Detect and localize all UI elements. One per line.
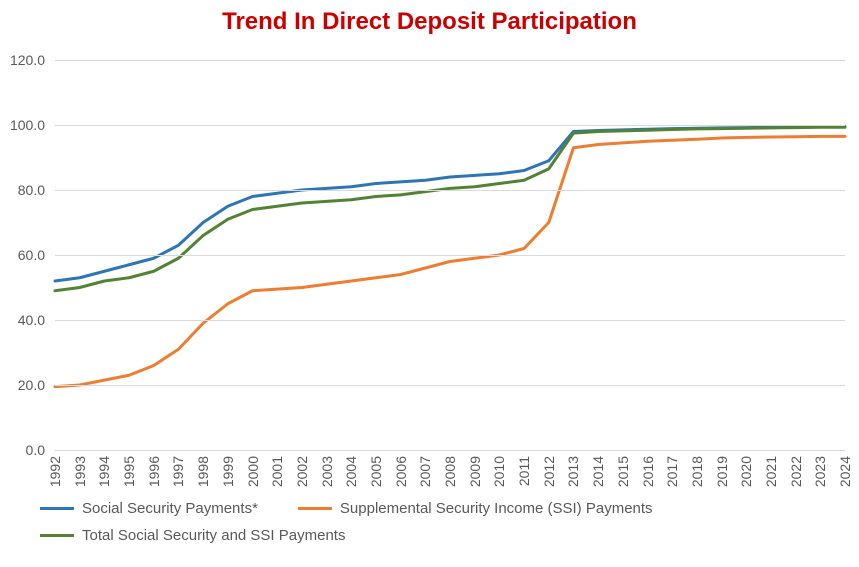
x-tick-label: 2024 <box>837 456 853 487</box>
gridline <box>55 60 845 61</box>
direct-deposit-participation-chart: Trend In Direct Deposit Participation 0.… <box>0 0 859 567</box>
series-line <box>55 127 845 290</box>
x-tick-label: 2005 <box>368 456 384 487</box>
x-tick-label: 1996 <box>146 456 162 487</box>
x-tick-label: 2008 <box>442 456 458 487</box>
x-tick-label: 2019 <box>714 456 730 487</box>
plot-area: 0.020.040.060.080.0100.0120.019921993199… <box>55 60 845 450</box>
x-tick-label: 2004 <box>343 456 359 487</box>
legend-swatch <box>40 507 74 510</box>
x-tick-label: 1995 <box>121 456 137 487</box>
legend-swatch <box>40 534 74 537</box>
gridline <box>55 385 845 386</box>
x-tick-label: 2017 <box>664 456 680 487</box>
legend-row: Social Security Payments* Supplemental Se… <box>40 500 839 554</box>
legend-item: Total Social Security and SSI Payments <box>40 527 345 544</box>
legend-item: Supplemental Security Income (SSI) Payme… <box>298 500 653 517</box>
gridline <box>55 255 845 256</box>
y-tick-label: 20.0 <box>18 377 45 393</box>
x-tick-label: 2014 <box>590 456 606 487</box>
x-tick-label: 2000 <box>245 456 261 487</box>
legend-label: Supplemental Security Income (SSI) Payme… <box>340 500 653 517</box>
gridline <box>55 190 845 191</box>
legend-label: Total Social Security and SSI Payments <box>82 527 345 544</box>
legend-swatch <box>298 507 332 510</box>
x-tick-label: 1998 <box>195 456 211 487</box>
x-tick-label: 2018 <box>689 456 705 487</box>
y-tick-label: 80.0 <box>18 182 45 198</box>
x-tick-label: 2011 <box>516 456 532 486</box>
gridline <box>55 450 845 451</box>
x-tick-label: 1993 <box>72 456 88 487</box>
x-tick-label: 1994 <box>96 456 112 487</box>
x-tick-label: 2006 <box>393 456 409 487</box>
chart-title: Trend In Direct Deposit Participation <box>0 8 859 36</box>
y-tick-label: 60.0 <box>18 247 45 263</box>
x-tick-label: 2023 <box>812 456 828 487</box>
legend-item: Social Security Payments* <box>40 500 258 517</box>
x-tick-label: 1997 <box>170 456 186 487</box>
x-tick-label: 2021 <box>763 456 779 487</box>
x-tick-label: 2012 <box>541 456 557 487</box>
x-tick-label: 2001 <box>269 456 285 487</box>
x-tick-label: 2003 <box>319 456 335 487</box>
chart-legend: Social Security Payments* Supplemental Se… <box>40 500 839 554</box>
x-tick-label: 2016 <box>640 456 656 487</box>
x-tick-label: 1992 <box>47 456 63 487</box>
y-tick-label: 120.0 <box>10 52 45 68</box>
x-tick-label: 2009 <box>467 456 483 487</box>
gridline <box>55 320 845 321</box>
x-tick-label: 2007 <box>417 456 433 487</box>
x-tick-label: 2002 <box>294 456 310 487</box>
x-tick-label: 2015 <box>615 456 631 487</box>
y-tick-label: 40.0 <box>18 312 45 328</box>
series-line <box>55 127 845 281</box>
gridline <box>55 125 845 126</box>
x-tick-label: 2010 <box>491 456 507 487</box>
x-tick-label: 2022 <box>788 456 804 487</box>
y-tick-label: 100.0 <box>10 117 45 133</box>
y-tick-label: 0.0 <box>26 442 45 458</box>
x-tick-label: 2013 <box>565 456 581 487</box>
x-tick-label: 2020 <box>738 456 754 487</box>
legend-label: Social Security Payments* <box>82 500 258 517</box>
x-tick-label: 1999 <box>220 456 236 487</box>
